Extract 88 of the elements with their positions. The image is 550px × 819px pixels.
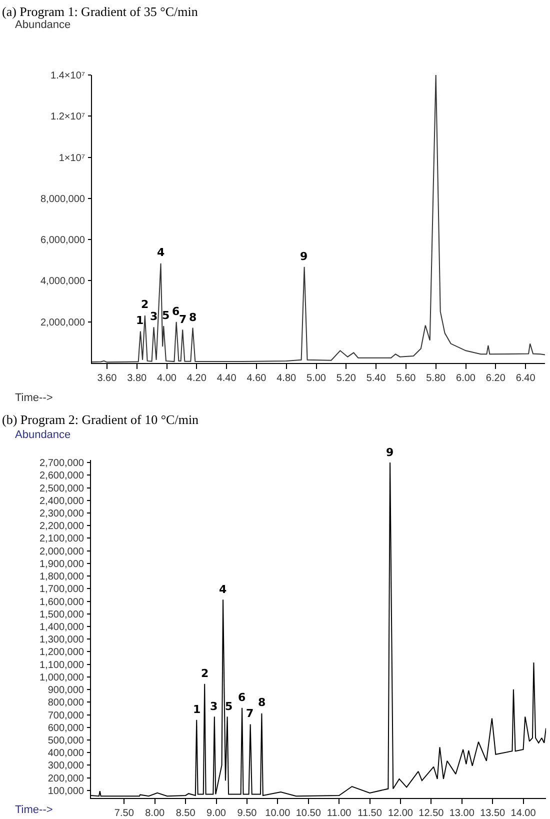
x-tick-label: 4.00 xyxy=(157,373,177,384)
x-tick-label: 5.20 xyxy=(336,373,356,384)
annotation: 8 xyxy=(258,696,266,709)
chart-title: (b) Program 2: Gradient of 10 °C/min xyxy=(2,412,200,427)
annotation: 7 xyxy=(179,313,187,326)
y-tick-label: 4,000,000 xyxy=(40,276,86,288)
y-tick-label: 1,600,000 xyxy=(40,596,84,608)
x-tick-label: 6.40 xyxy=(516,373,536,384)
annotation: 3 xyxy=(150,310,158,323)
y-tick-label: 1,400,000 xyxy=(40,622,84,633)
y-tick-label: 300,000 xyxy=(48,760,84,772)
annotation: 6 xyxy=(238,691,246,704)
x-tick-label: 5.40 xyxy=(366,373,386,384)
y-tick-label: 2,100,000 xyxy=(40,534,84,545)
x-tick-label: 3.60 xyxy=(97,373,118,384)
x-tick-label: 4.80 xyxy=(276,373,297,384)
y-tick-label: 1,700,000 xyxy=(40,584,84,596)
y-tick-label: 1,300,000 xyxy=(40,634,84,646)
annotation: 4 xyxy=(219,583,227,596)
x-tick-label: 6.20 xyxy=(486,373,506,384)
y-tick-label: 1,500,000 xyxy=(40,609,84,620)
annotation: 4 xyxy=(157,246,165,259)
y-tick-label: 600,000 xyxy=(48,722,84,734)
x-tick-label: 13.50 xyxy=(480,808,506,819)
x-axis-title: Time--> xyxy=(15,392,53,404)
y-tick-label: 900,000 xyxy=(48,685,84,696)
y-axis-title: Abundance xyxy=(15,429,71,441)
y-tick-label: 800,000 xyxy=(48,698,84,709)
annotation: 8 xyxy=(189,311,197,324)
chart-title: (a) Program 1: Gradient of 35 °C/min xyxy=(2,4,198,19)
y-tick-label: 2,200,000 xyxy=(40,521,84,532)
x-tick-label: 9.00 xyxy=(206,808,226,819)
x-tick-label: 11.50 xyxy=(358,808,382,819)
x-tick-label: 12.00 xyxy=(388,808,414,819)
x-tick-label: 9.50 xyxy=(237,808,258,819)
annotation: 9 xyxy=(386,446,394,459)
x-tick-label: 13.00 xyxy=(449,808,475,819)
y-tick-label: 1,800,000 xyxy=(40,572,84,583)
x-axis-title: Time--> xyxy=(15,804,53,816)
y-tick-label: 2,000,000 xyxy=(40,546,84,558)
x-tick-label: 5.80 xyxy=(426,373,446,384)
y-tick-label: 2,400,000 xyxy=(40,496,84,507)
y-tick-label: 1,100,000 xyxy=(40,660,84,671)
y-tick-label: 2,500,000 xyxy=(40,483,84,494)
annotation: 3 xyxy=(210,700,218,713)
y-tick-label: 400,000 xyxy=(48,748,84,760)
x-tick-label: 8.50 xyxy=(176,808,196,819)
annotation: 7 xyxy=(246,707,254,720)
x-tick-label: 8.00 xyxy=(145,808,166,819)
x-tick-label: 6.00 xyxy=(456,373,476,384)
y-tick-label: 2,600,000 xyxy=(40,470,84,482)
y-tick-label: 1,200,000 xyxy=(40,647,84,658)
y-axis-title: Abundance xyxy=(15,19,71,31)
annotation: 1 xyxy=(193,703,201,716)
y-tick-label: 1×10⁷ xyxy=(58,152,86,164)
annotation: 6 xyxy=(172,305,180,318)
y-tick-label: 700,000 xyxy=(48,710,84,722)
annotation: 9 xyxy=(300,250,308,263)
annotation: 5 xyxy=(225,700,233,713)
annotation: 2 xyxy=(201,667,209,680)
annotation: 2 xyxy=(141,298,149,311)
x-tick-label: 4.20 xyxy=(186,373,207,384)
x-tick-label: 3.80 xyxy=(127,373,148,384)
y-tick-label: 2,700,000 xyxy=(40,458,84,470)
x-tick-label: 11.00 xyxy=(326,808,352,819)
annotation: 1 xyxy=(136,314,144,327)
y-tick-label: 200,000 xyxy=(48,773,84,784)
y-tick-label: 8,000,000 xyxy=(40,194,86,205)
y-tick-label: 1,900,000 xyxy=(40,558,84,570)
y-tick-label: 500,000 xyxy=(48,735,84,746)
x-tick-label: 10.00 xyxy=(265,808,291,819)
x-tick-label: 5.00 xyxy=(306,373,326,384)
y-tick-label: 1.4×10⁷ xyxy=(50,70,86,82)
y-tick-label: 2,000,000 xyxy=(40,317,86,328)
x-tick-label: 5.60 xyxy=(396,373,416,384)
x-tick-label: 12.50 xyxy=(418,808,444,819)
x-tick-label: 10.50 xyxy=(296,808,322,819)
line-series xyxy=(91,462,546,797)
annotation: 5 xyxy=(162,309,170,322)
x-tick-label: 7.50 xyxy=(114,808,134,819)
y-tick-label: 1.2×10⁷ xyxy=(50,112,86,123)
y-tick-label: 1,000,000 xyxy=(40,672,84,684)
x-tick-label: 4.60 xyxy=(246,373,267,384)
x-tick-label: 14.00 xyxy=(510,808,536,819)
y-tick-label: 6,000,000 xyxy=(40,235,86,246)
y-tick-label: 2,300,000 xyxy=(40,508,84,520)
y-tick-label: 100,000 xyxy=(48,786,84,797)
x-tick-label: 4.40 xyxy=(216,373,237,384)
